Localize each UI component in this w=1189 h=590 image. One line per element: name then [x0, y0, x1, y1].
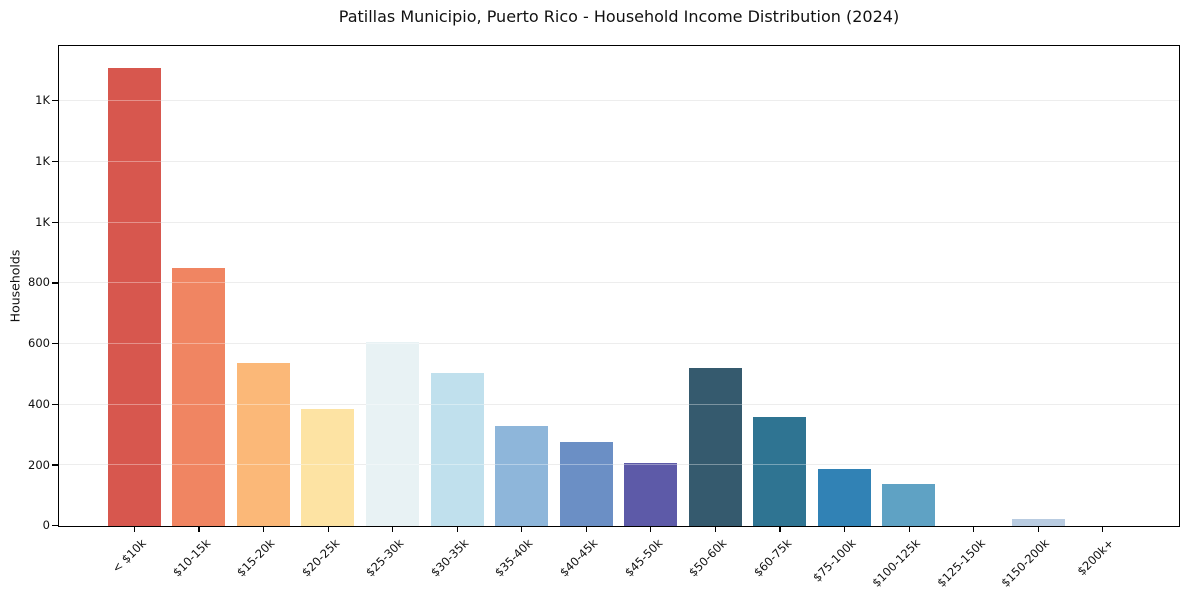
y-tick-mark — [52, 464, 58, 466]
gridline — [59, 464, 1179, 466]
x-tick-label: $40-45k — [556, 536, 601, 580]
gridline-overlay — [59, 403, 1179, 405]
gridline-overlay — [59, 342, 1179, 344]
x-tick-label: $25-30k — [363, 536, 407, 580]
bar — [1011, 518, 1065, 526]
gridline — [59, 221, 1179, 223]
gridline-overlay — [59, 160, 1179, 162]
gridline — [59, 403, 1179, 405]
gridline — [59, 100, 1179, 102]
x-tick-mark — [263, 527, 265, 532]
bar — [172, 267, 226, 526]
gridline — [59, 342, 1179, 344]
x-tick-label: $200k+ — [1074, 536, 1117, 579]
y-tick-label: 400 — [28, 396, 50, 411]
x-tick-mark — [133, 527, 136, 532]
y-tick-mark — [52, 282, 58, 284]
x-tick-label: $100-125k — [869, 536, 924, 590]
y-tick-mark — [52, 343, 58, 345]
gridline — [59, 282, 1179, 284]
plot-area — [58, 45, 1180, 527]
gridline — [59, 160, 1179, 162]
x-tick-label: $35-40k — [492, 536, 536, 580]
y-tick-mark — [52, 525, 58, 527]
x-tick-label: $20-25k — [298, 536, 343, 580]
y-tick-mark — [52, 221, 58, 223]
bar — [366, 341, 419, 526]
bar — [236, 362, 290, 526]
bar — [688, 367, 742, 526]
bar — [753, 416, 807, 526]
chart-title: Patillas Municipio, Puerto Rico - Househ… — [338, 7, 900, 26]
x-tick-mark — [1102, 527, 1104, 532]
x-tick-mark — [650, 527, 652, 532]
x-tick-label: $125-150k — [933, 536, 988, 590]
bar — [301, 409, 355, 526]
x-tick-mark — [456, 527, 458, 532]
x-tick-label: $30-35k — [427, 536, 472, 580]
gridline-overlay — [59, 464, 1179, 466]
x-tick-mark — [585, 527, 587, 532]
y-tick-label: 200 — [28, 457, 50, 472]
x-tick-mark — [714, 527, 717, 532]
y-tick-label: 1K — [35, 154, 50, 169]
x-tick-label: $50-60k — [685, 536, 730, 580]
y-tick-mark — [52, 100, 58, 102]
x-tick-mark — [521, 527, 523, 532]
x-tick-mark — [198, 527, 200, 532]
gridline-overlay — [59, 282, 1179, 284]
x-tick-label: $45-50k — [621, 536, 665, 580]
x-tick-label: $150-200k — [998, 536, 1053, 590]
bar — [817, 469, 871, 526]
y-tick-mark — [52, 403, 58, 405]
x-tick-mark — [908, 527, 910, 532]
bar — [559, 441, 613, 526]
gridline-overlay — [59, 100, 1179, 102]
bar — [495, 426, 549, 526]
x-tick-mark — [392, 527, 394, 532]
x-tick-label: $75-100k — [809, 536, 859, 585]
x-tick-mark — [779, 527, 781, 532]
bar — [107, 68, 161, 526]
x-tick-mark — [327, 527, 329, 532]
gridline-overlay — [59, 221, 1179, 223]
y-tick-label: 0 — [42, 518, 50, 533]
x-tick-mark — [843, 527, 846, 532]
y-tick-label: 600 — [28, 336, 50, 351]
x-tick-label: $10-15k — [169, 536, 213, 580]
x-tick-mark — [1037, 527, 1039, 532]
y-tick-mark — [52, 160, 58, 163]
bar — [882, 484, 936, 526]
y-tick-label: 800 — [28, 275, 50, 290]
bar — [624, 463, 678, 526]
y-tick-label: 1K — [35, 93, 50, 108]
x-tick-label: $15-20k — [234, 536, 278, 580]
x-tick-mark — [973, 527, 975, 532]
bar — [430, 372, 484, 526]
x-tick-label: $60-75k — [750, 536, 794, 580]
x-tick-label: < $10k — [108, 536, 149, 576]
y-tick-label: 1K — [35, 214, 50, 229]
